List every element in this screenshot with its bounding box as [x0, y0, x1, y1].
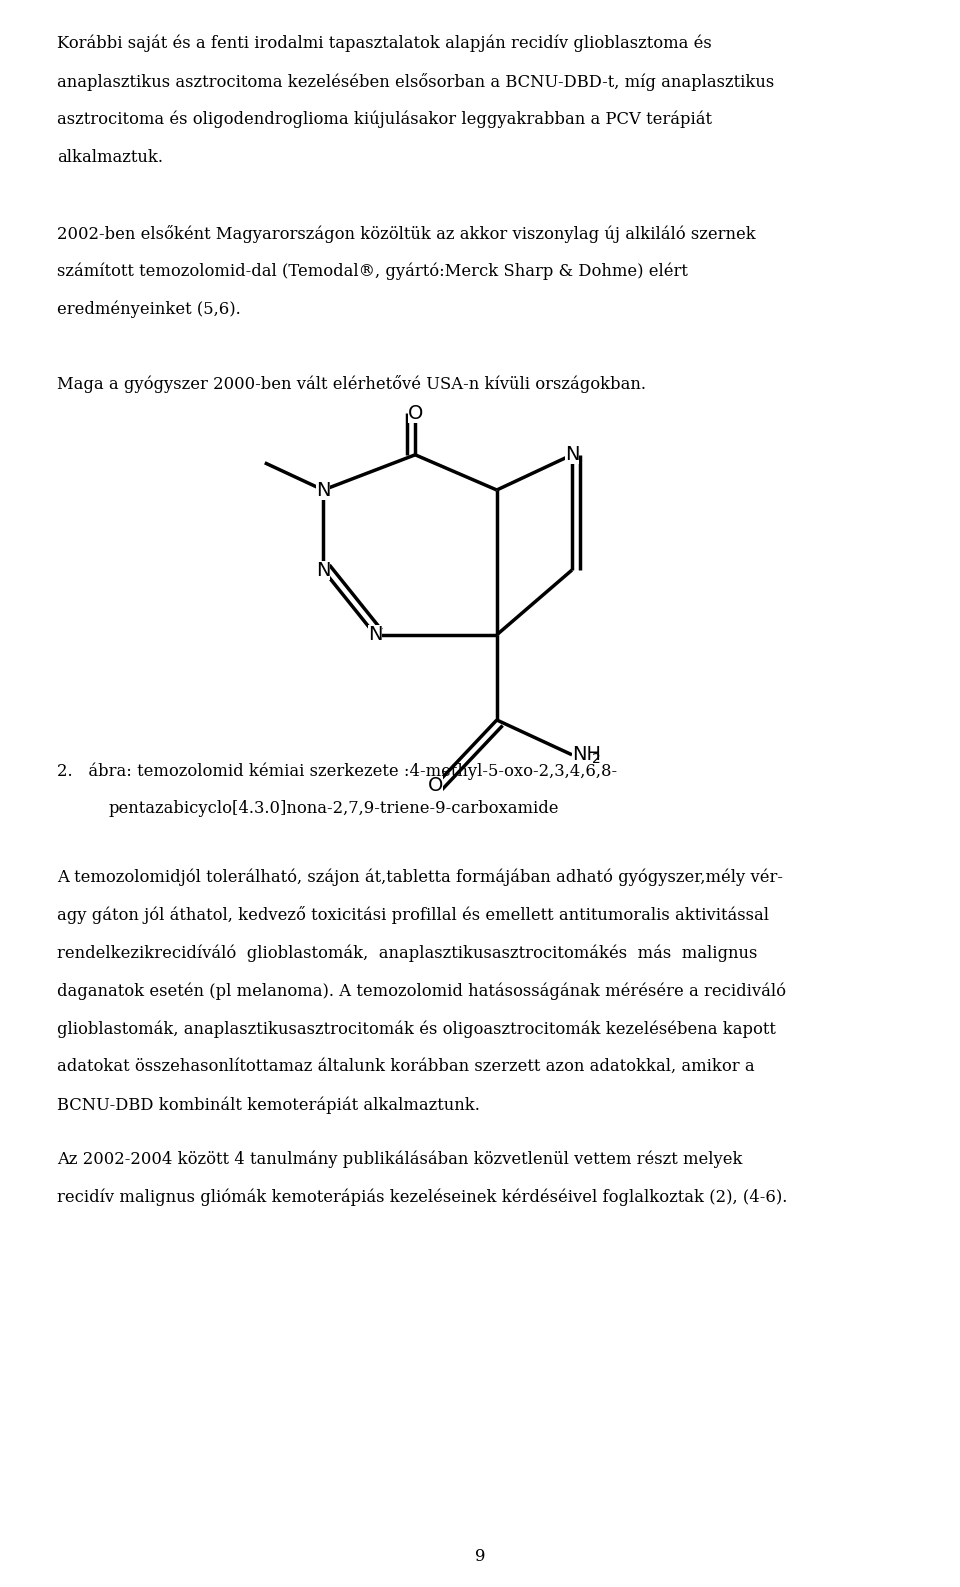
Text: asztrocitoma és oligodendroglioma kiújulásakor leggyakrabban a PCV terápiát: asztrocitoma és oligodendroglioma kiújul… — [57, 111, 712, 129]
Text: Az 2002-2004 között 4 tanulmány publikálásában közvetlenül vettem részt melyek: Az 2002-2004 között 4 tanulmány publikál… — [57, 1151, 742, 1168]
Text: recidív malignus gliómák kemoterápiás kezeléseinek kérdéséivel foglalkoztak (2),: recidív malignus gliómák kemoterápiás ke… — [57, 1189, 787, 1206]
Text: 2.   ábra: temozolomid kémiai szerkezete :4-methyl-5-oxo-2,3,4,6,8-: 2. ábra: temozolomid kémiai szerkezete :… — [57, 762, 617, 779]
Text: Korábbi saját és a fenti irodalmi tapasztalatok alapján recidív glioblasztoma és: Korábbi saját és a fenti irodalmi tapasz… — [57, 35, 711, 52]
Text: eredményeinket (5,6).: eredményeinket (5,6). — [57, 302, 241, 319]
Text: N: N — [368, 625, 382, 644]
Text: O: O — [407, 403, 423, 422]
Text: adatokat összehasonlítottamaz általunk korábban szerzett azon adatokkal, amikor : adatokat összehasonlítottamaz általunk k… — [57, 1059, 755, 1074]
Text: N: N — [316, 481, 330, 500]
Text: pentazabicyclo[4.3.0]nona-2,7,9-triene-9-carboxamide: pentazabicyclo[4.3.0]nona-2,7,9-triene-9… — [109, 800, 560, 817]
Text: Maga a gyógyszer 2000-ben vált elérhetővé USA-n kívüli országokban.: Maga a gyógyszer 2000-ben vált elérhetőv… — [57, 375, 646, 394]
Text: N: N — [316, 560, 330, 579]
Text: rendelkezikrecidíváló  glioblastomák,  anaplasztikusasztrocitomákés  más  malign: rendelkezikrecidíváló glioblastomák, ana… — [57, 944, 757, 962]
Text: BCNU-DBD kombinált kemoterápiát alkalmaztunk.: BCNU-DBD kombinált kemoterápiát alkalmaz… — [57, 1097, 480, 1114]
Text: glioblastomák, anaplasztikusasztrocitomák és oligoasztrocitomák kezelésébena kap: glioblastomák, anaplasztikusasztrocitomá… — [57, 1020, 776, 1038]
Text: 2: 2 — [592, 752, 601, 767]
Text: 9: 9 — [475, 1547, 485, 1565]
Text: számított temozolomid-dal (Temodal®, gyártó:Merck Sharp & Dohme) elért: számított temozolomid-dal (Temodal®, gyá… — [57, 263, 688, 281]
Text: N: N — [564, 446, 579, 465]
Text: alkalmaztuk.: alkalmaztuk. — [57, 149, 163, 167]
Text: 2002-ben elsőként Magyarországon közöltük az akkor viszonylag új alkiláló szerne: 2002-ben elsőként Magyarországon közöltü… — [57, 225, 756, 243]
Text: NH: NH — [572, 746, 601, 765]
Text: A temozolomidjól tolerálható, szájon át,tabletta formájában adható gyógyszer,mél: A temozolomidjól tolerálható, szájon át,… — [57, 868, 783, 886]
Text: O: O — [427, 776, 443, 795]
Text: anaplasztikus asztrocitoma kezelésében elsősorban a BCNU-DBD-t, míg anaplasztiku: anaplasztikus asztrocitoma kezelésében e… — [57, 73, 775, 90]
Text: agy gáton jól áthatol, kedvező toxicitási profillal és emellett antitumoralis ak: agy gáton jól áthatol, kedvező toxicitás… — [57, 906, 769, 924]
Text: daganatok esetén (pl melanoma). A temozolomid hatásosságának mérésére a recidivá: daganatok esetén (pl melanoma). A temozo… — [57, 982, 786, 1000]
